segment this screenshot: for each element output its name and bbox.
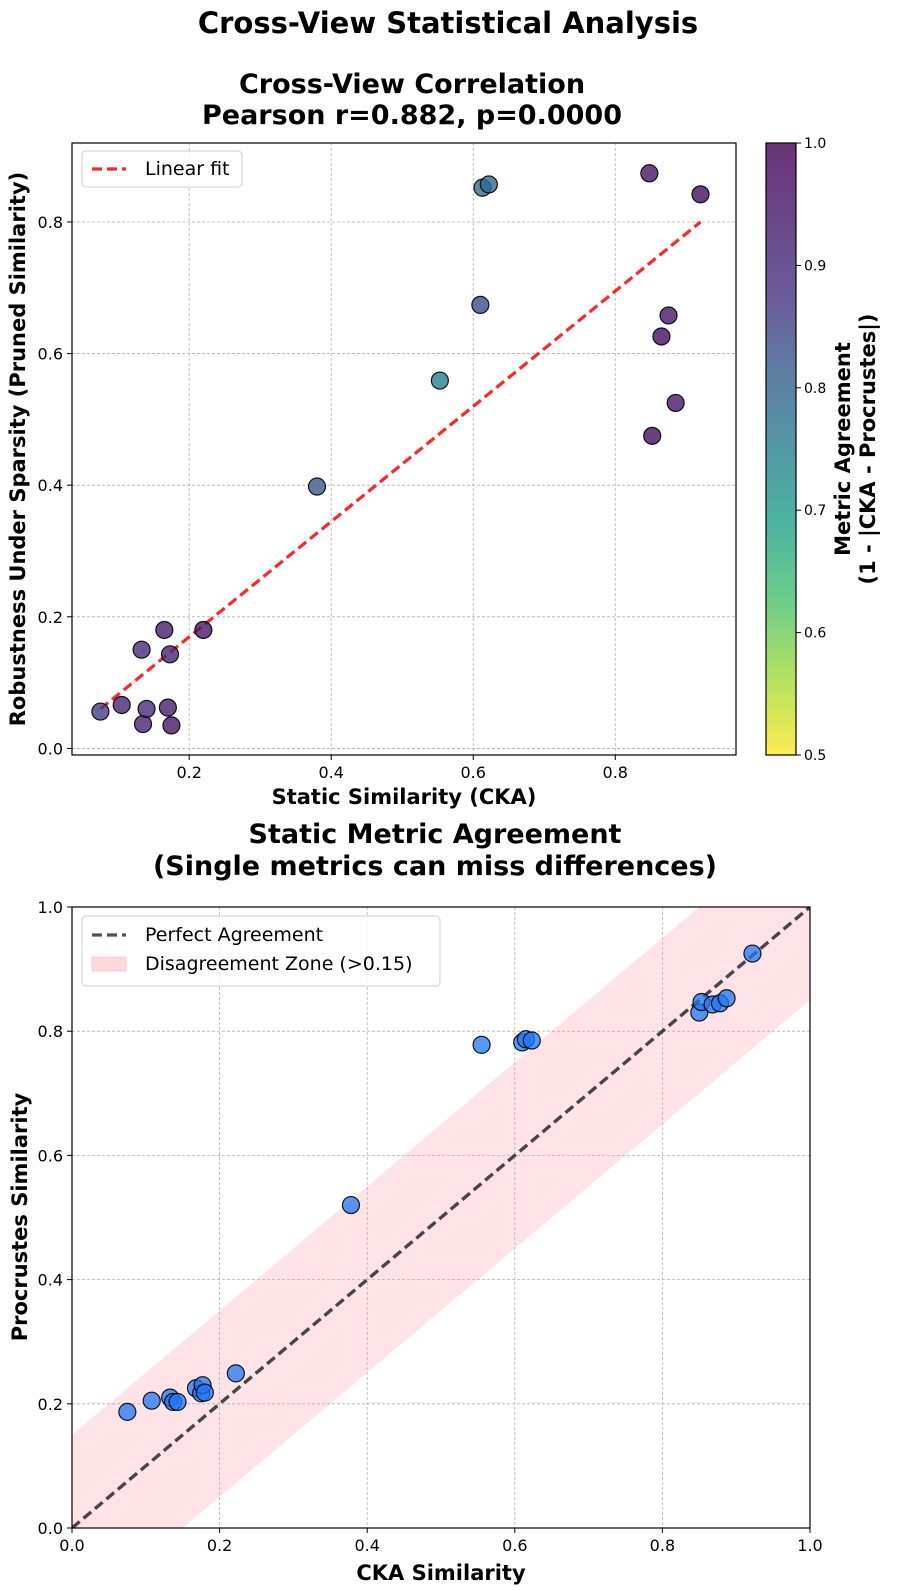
perfect-agreement-legend-label: Perfect Agreement xyxy=(145,924,323,946)
correlation-data-point xyxy=(155,620,174,640)
agreement-y-axis-label: Procrustes Similarity xyxy=(8,1092,32,1341)
agreement-x-tick-label: 0.8 xyxy=(650,1536,675,1555)
colorbar-frame xyxy=(765,142,797,756)
agreement-title-line2: (Single metrics can miss differences) xyxy=(153,851,717,882)
correlation-legend-box xyxy=(81,150,243,188)
perfect-agreement-line xyxy=(72,907,810,1528)
correlation-y-tick-label: 0.0 xyxy=(38,739,63,758)
correlation-points xyxy=(91,164,710,735)
agreement-plot-frame xyxy=(71,906,811,1529)
colorbar-tick-label: 1.0 xyxy=(804,136,826,152)
agreement-data-point xyxy=(195,1383,214,1402)
correlation-y-tick-label: 0.8 xyxy=(38,213,63,232)
correlation-fit-layer xyxy=(99,220,702,711)
colorbar-tick-label: 0.7 xyxy=(804,503,826,519)
linear-fit-line xyxy=(99,220,702,711)
correlation-data-point xyxy=(430,371,449,390)
colorbar-label-line1: Metric Agreement xyxy=(831,342,855,556)
correlation-data-point xyxy=(666,393,685,413)
agreement-data-point xyxy=(522,1031,541,1050)
disagreement-zone-legend-swatch xyxy=(91,956,127,972)
agreement-data-point xyxy=(118,1402,137,1421)
agreement-panel: Static Metric Agreement (Single metrics … xyxy=(8,819,823,1585)
correlation-x-axis-label: Static Similarity (CKA) xyxy=(272,785,537,809)
colorbar-label-line2: (1 - |CKA - Procrustes|) xyxy=(856,314,881,585)
colorbar-tick-label: 0.6 xyxy=(804,626,826,642)
agreement-title-line1: Static Metric Agreement xyxy=(249,819,622,850)
agreement-data-point xyxy=(226,1364,245,1383)
colorbar-ticks: 0.5 0.6 0.7 0.8 0.9 1.0 xyxy=(796,136,826,764)
correlation-legend: Linear fit xyxy=(81,150,243,188)
agreement-points xyxy=(118,944,762,1421)
agreement-y-tick-label: 0.2 xyxy=(38,1395,63,1414)
correlation-x-tick-label: 0.8 xyxy=(603,763,628,782)
correlation-title-line1: Cross-View Correlation xyxy=(239,69,585,100)
agreement-y-tick-label: 0.8 xyxy=(38,1022,63,1041)
colorbar-tick-label: 0.9 xyxy=(804,258,826,274)
agreement-x-tick-label: 0.6 xyxy=(502,1536,527,1555)
colorbar: 0.5 0.6 0.7 0.8 0.9 1.0 Metric Agreement (1 -… xyxy=(765,136,881,764)
correlation-data-point xyxy=(479,175,498,194)
correlation-data-point xyxy=(158,698,177,717)
correlation-data-point xyxy=(162,716,181,735)
agreement-x-tick-label: 1.0 xyxy=(797,1536,822,1555)
correlation-data-point xyxy=(132,640,151,659)
agreement-x-tick-label: 0.4 xyxy=(354,1536,379,1555)
agreement-legend: Perfect Agreement Disagreement Zone (>0.… xyxy=(81,915,441,987)
agreement-x-tick-label: 0.0 xyxy=(59,1536,84,1555)
perfect-agreement-layer xyxy=(72,907,810,1528)
correlation-x-tick-label: 0.2 xyxy=(176,763,201,782)
correlation-data-point xyxy=(307,477,327,496)
correlation-panel: Cross-View Correlation Pearson r=0.882, … xyxy=(6,69,881,809)
correlation-data-point xyxy=(659,306,678,325)
correlation-y-ticks: 0.0 0.2 0.4 0.6 0.8 xyxy=(38,213,72,758)
agreement-x-tick-label: 0.2 xyxy=(207,1536,232,1555)
correlation-data-point xyxy=(691,185,710,204)
agreement-y-tick-label: 0.4 xyxy=(38,1271,63,1290)
colorbar-tick-label: 0.8 xyxy=(804,381,826,397)
agreement-legend-box xyxy=(81,915,441,987)
correlation-data-point xyxy=(643,426,662,445)
correlation-y-tick-label: 0.6 xyxy=(38,345,63,364)
agreement-x-ticks: 0.0 0.2 0.4 0.6 0.8 1.0 xyxy=(59,1528,823,1555)
agreement-data-point xyxy=(717,989,736,1008)
correlation-x-tick-label: 0.6 xyxy=(461,763,486,782)
agreement-x-axis-label: CKA Similarity xyxy=(356,1561,526,1585)
correlation-data-point xyxy=(640,164,659,183)
agreement-data-point xyxy=(743,944,762,963)
correlation-y-tick-label: 0.2 xyxy=(38,608,63,627)
correlation-data-point xyxy=(91,702,110,721)
correlation-x-tick-label: 0.4 xyxy=(318,763,343,782)
agreement-data-point xyxy=(168,1392,187,1412)
figure-title: Cross-View Statistical Analysis xyxy=(198,6,698,40)
correlation-data-point xyxy=(137,699,156,719)
agreement-data-point xyxy=(472,1035,491,1054)
agreement-data-point xyxy=(341,1195,361,1215)
correlation-plot-frame xyxy=(71,142,737,756)
colorbar-tick-label: 0.5 xyxy=(804,748,826,764)
correlation-y-tick-label: 0.4 xyxy=(38,476,63,495)
correlation-grid xyxy=(72,143,736,755)
correlation-data-point xyxy=(112,695,131,715)
colorbar-gradient xyxy=(766,143,796,755)
agreement-y-tick-label: 0.6 xyxy=(38,1146,63,1165)
correlation-data-point xyxy=(133,714,153,734)
correlation-x-ticks: 0.2 0.4 0.6 0.8 xyxy=(176,755,628,782)
agreement-y-ticks: 0.0 0.2 0.4 0.6 0.8 1.0 xyxy=(38,898,72,1538)
correlation-y-axis-label: Robustness Under Sparsity (Pruned Simila… xyxy=(6,172,30,726)
correlation-data-point xyxy=(471,295,490,314)
correlation-data-point xyxy=(160,645,180,664)
correlation-data-point xyxy=(194,620,213,640)
linear-fit-legend-label: Linear fit xyxy=(145,158,230,180)
correlation-data-point xyxy=(652,327,671,346)
agreement-data-point xyxy=(142,1391,161,1410)
agreement-y-tick-label: 0.0 xyxy=(38,1519,63,1538)
agreement-y-tick-label: 1.0 xyxy=(38,898,63,917)
correlation-title-line2: Pearson r=0.882, p=0.0000 xyxy=(202,100,622,131)
disagreement-zone-legend-label: Disagreement Zone (>0.15) xyxy=(145,953,412,975)
